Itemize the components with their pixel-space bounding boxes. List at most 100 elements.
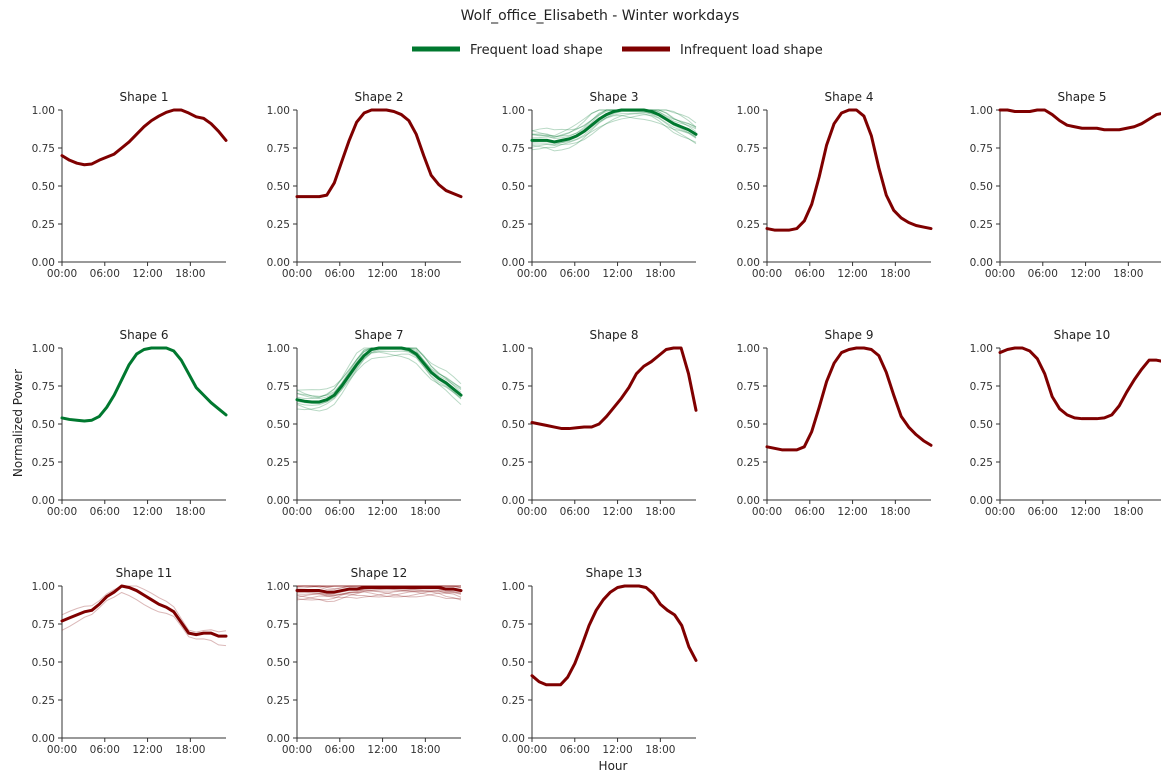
series-line — [530, 584, 698, 687]
series-line — [765, 346, 933, 452]
legend: Frequent load shape Infrequent load shap… — [412, 43, 823, 58]
x-tick-label: 06:00 — [325, 268, 355, 280]
y-tick-label: 0.25 — [737, 457, 760, 469]
x-tick-label: 18:00 — [645, 268, 675, 280]
x-tick-label: 06:00 — [560, 744, 590, 756]
x-tick-label: 00:00 — [47, 744, 77, 756]
y-tick-label: 0.00 — [737, 495, 760, 507]
x-tick-label: 12:00 — [1070, 268, 1100, 280]
y-tick-label: 1.00 — [267, 343, 290, 355]
panel-title: Shape 7 — [354, 328, 403, 342]
y-tick-label: 0.25 — [267, 695, 290, 707]
member-line — [297, 585, 461, 591]
x-tick-label: 00:00 — [517, 744, 547, 756]
y-tick-label: 0.75 — [970, 143, 993, 155]
y-tick-label: 0.50 — [267, 181, 290, 193]
panel-7: Shape 7 0.00 0.25 0.50 0.75 1.00 00:00 06:00 12:… — [267, 328, 463, 518]
y-tick-label: 0.75 — [502, 143, 525, 155]
y-tick-label: 0.00 — [970, 495, 993, 507]
panel-title: Shape 9 — [824, 328, 873, 342]
panel-title: Shape 10 — [1054, 328, 1111, 342]
y-tick-label: 0.75 — [32, 619, 55, 631]
y-tick-label: 1.00 — [32, 105, 55, 117]
x-tick-label: 00:00 — [282, 506, 312, 518]
y-tick-label: 0.75 — [737, 381, 760, 393]
y-tick-label: 0.00 — [502, 257, 525, 269]
y-tick-label: 0.00 — [737, 257, 760, 269]
y-tick-label: 0.25 — [32, 219, 55, 231]
panel-2: Shape 2 0.00 0.25 0.50 0.75 1.00 00:00 06:00 12:… — [267, 90, 463, 280]
y-tick-label: 0.50 — [970, 419, 993, 431]
y-tick-label: 1.00 — [502, 581, 525, 593]
x-tick-label: 18:00 — [1113, 268, 1143, 280]
series-line — [60, 584, 228, 638]
member-line — [531, 113, 697, 148]
chart-title: Wolf_office_Elisabeth - Winter workdays — [461, 8, 740, 24]
y-tick-label: 0.00 — [32, 495, 55, 507]
x-tick-label: 12:00 — [602, 268, 632, 280]
y-tick-label: 0.75 — [267, 619, 290, 631]
y-tick-label: 0.50 — [32, 419, 55, 431]
member-line — [296, 347, 462, 399]
panel-13: Shape 13 0.00 0.25 0.50 0.75 1.00 00:00 06:00 12… — [502, 566, 698, 756]
x-tick-label: 00:00 — [282, 744, 312, 756]
panel-title: Shape 1 — [119, 90, 168, 104]
panel-title: Shape 2 — [354, 90, 403, 104]
y-tick-label: 0.00 — [502, 495, 525, 507]
x-tick-label: 18:00 — [1113, 506, 1143, 518]
member-line — [296, 590, 462, 601]
y-tick-label: 0.00 — [267, 495, 290, 507]
member-line — [61, 585, 227, 633]
y-tick-label: 0.25 — [267, 219, 290, 231]
panel-title: Shape 11 — [116, 566, 173, 580]
series-line — [60, 108, 228, 167]
x-tick-label: 18:00 — [175, 268, 205, 280]
y-tick-label: 0.50 — [737, 419, 760, 431]
y-tick-label: 1.00 — [737, 105, 760, 117]
y-tick-label: 0.25 — [32, 695, 55, 707]
x-tick-label: 06:00 — [325, 744, 355, 756]
x-tick-label: 00:00 — [752, 268, 782, 280]
x-tick-label: 12:00 — [367, 268, 397, 280]
legend-label-frequent: Frequent load shape — [470, 43, 603, 58]
legend-label-infrequent: Infrequent load shape — [680, 43, 823, 58]
y-tick-label: 1.00 — [970, 343, 993, 355]
x-tick-label: 12:00 — [367, 744, 397, 756]
y-tick-label: 0.50 — [970, 181, 993, 193]
member-line — [297, 585, 461, 590]
y-tick-label: 0.75 — [267, 143, 290, 155]
panel-4: Shape 4 0.00 0.25 0.50 0.75 1.00 00:00 06:00 12:… — [737, 90, 933, 280]
series-line — [295, 108, 463, 199]
x-tick-label: 00:00 — [517, 506, 547, 518]
y-tick-label: 0.75 — [970, 381, 993, 393]
x-tick-label: 06:00 — [1028, 268, 1058, 280]
y-tick-label: 0.25 — [737, 219, 760, 231]
x-tick-label: 12:00 — [132, 506, 162, 518]
member-line — [296, 351, 462, 412]
y-tick-label: 0.75 — [32, 381, 55, 393]
member-line — [296, 588, 462, 596]
member-line — [296, 585, 462, 589]
y-tick-label: 0.00 — [267, 733, 290, 745]
x-tick-label: 12:00 — [837, 268, 867, 280]
x-tick-label: 06:00 — [560, 506, 590, 518]
y-tick-label: 0.75 — [502, 381, 525, 393]
y-tick-label: 0.00 — [32, 257, 55, 269]
y-tick-label: 1.00 — [267, 105, 290, 117]
y-tick-label: 0.50 — [267, 657, 290, 669]
y-tick-label: 1.00 — [502, 343, 525, 355]
panel-12: Shape 12 0.00 0.25 0.50 0.75 1.00 00:00 06:00 12… — [267, 566, 463, 756]
panel-title: Shape 3 — [589, 90, 638, 104]
x-tick-label: 00:00 — [752, 506, 782, 518]
series-line — [998, 346, 1161, 421]
x-tick-label: 12:00 — [837, 506, 867, 518]
series-line — [530, 346, 698, 431]
x-tick-label: 06:00 — [560, 268, 590, 280]
panel-title: Shape 6 — [119, 328, 168, 342]
member-line — [531, 110, 697, 145]
member-line — [61, 591, 227, 647]
y-tick-label: 0.25 — [502, 457, 525, 469]
panel-11: Shape 11 0.00 0.25 0.50 0.75 1.00 00:00 06:00 12… — [32, 566, 228, 756]
y-tick-label: 0.00 — [502, 733, 525, 745]
